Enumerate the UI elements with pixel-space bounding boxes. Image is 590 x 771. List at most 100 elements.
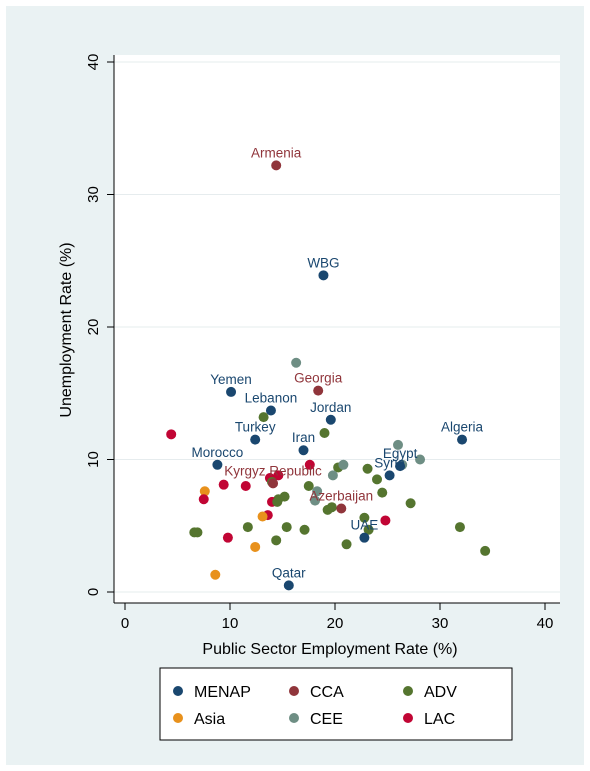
- x-axis-title: Public Sector Employment Rate (%): [202, 641, 457, 658]
- data-point: [380, 515, 391, 526]
- data-point: [341, 539, 352, 550]
- y-tick-label: 20: [85, 319, 102, 336]
- data-point: [454, 522, 465, 533]
- legend-label: MENAP: [194, 684, 251, 701]
- legend-marker: [173, 713, 183, 723]
- data-point: [250, 434, 261, 445]
- y-tick-label: 40: [85, 54, 102, 71]
- x-tick-label: 20: [327, 615, 344, 632]
- point-label: Qatar: [272, 565, 306, 580]
- point-label: UAE: [351, 518, 379, 533]
- legend-label: ADV: [424, 684, 457, 701]
- point-label: Georgia: [294, 371, 343, 386]
- x-tick-label: 10: [222, 615, 239, 632]
- point-label: Iran: [292, 430, 315, 445]
- legend-marker: [289, 713, 299, 723]
- point-label: Kyrgyz Republic: [224, 463, 322, 478]
- data-point: [199, 486, 210, 497]
- legend-label: CEE: [310, 711, 343, 728]
- data-point: [291, 357, 302, 368]
- data-point: [192, 527, 203, 538]
- point-label: Algeria: [441, 420, 484, 435]
- legend-label: CCA: [310, 684, 344, 701]
- point-label: Yemen: [210, 372, 252, 387]
- point-label: Armenia: [251, 145, 302, 160]
- data-point: [281, 522, 292, 533]
- plot-area: [114, 55, 560, 603]
- data-point: [415, 454, 426, 465]
- data-point: [265, 405, 276, 416]
- data-point: [363, 524, 374, 535]
- data-point: [258, 412, 269, 423]
- data-point: [271, 160, 282, 171]
- data-point: [283, 580, 294, 591]
- data-point: [212, 459, 223, 470]
- point-label: Azerbaijan: [309, 489, 373, 504]
- data-point: [242, 522, 253, 533]
- legend-marker: [403, 713, 413, 723]
- point-label: Jordan: [310, 400, 351, 415]
- data-point: [318, 270, 329, 281]
- data-point: [257, 511, 268, 522]
- legend-label: Asia: [194, 711, 225, 728]
- point-label: Morocco: [192, 445, 244, 460]
- y-tick-label: 30: [85, 186, 102, 203]
- point-label: Turkey: [235, 420, 276, 435]
- point-label: Syria: [374, 455, 405, 470]
- data-point: [313, 385, 324, 396]
- data-point: [298, 445, 309, 456]
- data-point: [166, 429, 177, 440]
- data-point: [319, 428, 330, 438]
- data-point: [377, 487, 388, 498]
- data-point: [273, 470, 284, 481]
- data-point: [326, 502, 337, 513]
- x-tick-label: 0: [121, 615, 129, 632]
- data-point: [338, 459, 349, 470]
- data-point: [268, 478, 279, 489]
- y-tick-label: 10: [85, 451, 102, 468]
- data-points: [166, 160, 491, 591]
- data-point: [480, 545, 491, 556]
- x-tick-label: 40: [537, 615, 554, 632]
- grid-lines: [114, 61, 560, 593]
- legend-marker: [173, 686, 183, 696]
- data-point: [210, 569, 221, 580]
- data-point: [226, 386, 237, 397]
- point-label: Egypt: [383, 446, 418, 461]
- data-point: [362, 463, 373, 474]
- legend-box: [159, 667, 513, 741]
- data-point: [198, 494, 209, 505]
- data-point: [359, 532, 370, 543]
- data-point: [312, 486, 323, 497]
- data-point: [359, 512, 370, 523]
- point-labels: Armenia WBG Yemen Georgia Lebanon Jordan Turke…: [192, 145, 484, 580]
- data-point: [272, 496, 283, 507]
- data-point: [405, 498, 416, 509]
- data-point: [250, 541, 261, 552]
- data-point: [303, 481, 314, 491]
- y-axis-title: Unemployment Rate (%): [58, 242, 75, 417]
- legend-label: LAC: [424, 711, 455, 728]
- data-point: [310, 495, 321, 506]
- data-point: [304, 459, 315, 470]
- data-point: [327, 470, 338, 481]
- data-point: [393, 439, 403, 450]
- point-label: WBG: [307, 255, 339, 270]
- data-point: [299, 524, 310, 535]
- legend-marker: [403, 686, 413, 696]
- data-point: [240, 481, 251, 491]
- legend-marker: [289, 686, 299, 696]
- data-point: [384, 470, 395, 481]
- data-point: [395, 461, 406, 472]
- y-tick-label: 0: [85, 588, 102, 596]
- data-point: [336, 503, 347, 514]
- axes: 0 10 20 30 40 0 10 20 30 40: [85, 54, 560, 632]
- data-point: [457, 434, 468, 445]
- point-label: Lebanon: [245, 390, 298, 405]
- data-point: [222, 532, 233, 543]
- data-point: [271, 535, 282, 546]
- data-point: [218, 479, 229, 490]
- data-point: [372, 474, 382, 485]
- legend: MENAP CCA ADV Asia CEE LAC: [173, 684, 457, 728]
